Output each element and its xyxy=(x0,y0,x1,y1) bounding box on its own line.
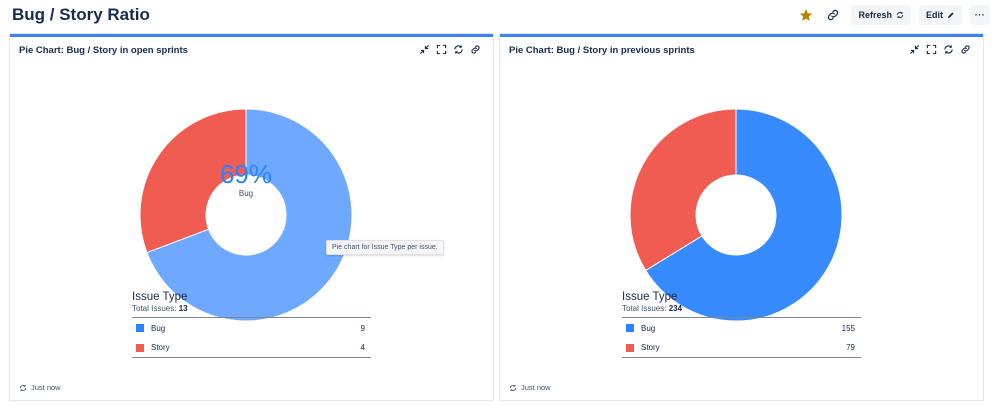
legend-item-label: Story xyxy=(641,343,660,352)
legend-item-bug[interactable]: Bug 155 xyxy=(622,318,861,338)
refresh-icon[interactable] xyxy=(943,44,954,55)
link-icon[interactable] xyxy=(960,44,971,55)
legend-item-story[interactable]: Story 79 xyxy=(622,338,861,358)
refresh-icon xyxy=(896,12,904,18)
last-refreshed-text: Just now xyxy=(521,383,551,392)
pie-slice-bug[interactable] xyxy=(644,108,843,322)
legend-item-label: Bug xyxy=(151,323,166,333)
legend-swatch xyxy=(626,324,634,332)
refresh-button[interactable]: Refresh xyxy=(851,5,911,25)
legend-item-count: 4 xyxy=(360,343,365,352)
total-value: 13 xyxy=(178,304,188,313)
legend-item-bug[interactable]: Bug 9 xyxy=(132,318,371,338)
page-title: Bug / Story Ratio xyxy=(12,5,150,24)
legend: Issue Type Total Issues: 234 Bug 155 Story… xyxy=(622,291,861,358)
minimize-icon[interactable] xyxy=(419,44,430,55)
total-value: 234 xyxy=(668,304,683,313)
total-issues: Total Issues: 13 xyxy=(132,304,371,313)
refresh-button-label: Refresh xyxy=(858,10,892,20)
pie-chart[interactable] xyxy=(500,34,983,400)
legend-item-label: Story xyxy=(151,343,170,352)
edit-button[interactable]: Edit xyxy=(919,5,962,25)
legend-swatch xyxy=(136,343,144,352)
legend-item-story[interactable]: Story 4 xyxy=(132,338,371,358)
legend-item-count: 155 xyxy=(841,323,855,333)
fullscreen-icon[interactable] xyxy=(926,44,937,55)
last-refreshed-text: Just now xyxy=(31,383,61,392)
legend-item-count: 9 xyxy=(360,323,365,333)
gadget-title: Pie Chart: Bug / Story in previous sprin… xyxy=(509,45,695,56)
pie-chart[interactable] xyxy=(10,34,493,400)
pie-slice-story[interactable] xyxy=(629,108,737,272)
chart-tooltip: Pie chart for Issue Type per issue. xyxy=(326,240,444,255)
link-icon[interactable] xyxy=(470,44,481,55)
legend-swatch xyxy=(136,324,144,332)
minimize-icon[interactable] xyxy=(909,44,920,55)
legend-item-count: 79 xyxy=(846,343,855,352)
last-refreshed: Just now xyxy=(509,383,551,392)
pencil-icon xyxy=(948,12,954,18)
legend-item-label: Bug xyxy=(641,323,656,333)
refresh-icon xyxy=(509,384,517,391)
legend-title: Issue Type xyxy=(622,291,678,303)
link-icon[interactable] xyxy=(823,5,843,25)
fullscreen-icon[interactable] xyxy=(436,44,447,55)
gadget-previous-sprints: Pie Chart: Bug / Story in previous sprin… xyxy=(500,34,983,400)
total-label: Total Issues: xyxy=(622,304,667,313)
pie-slice-bug[interactable] xyxy=(146,108,353,322)
refresh-icon xyxy=(19,384,27,391)
more-actions-button[interactable]: ··· xyxy=(970,5,990,25)
center-label: Bug xyxy=(238,189,254,198)
gadget-title: Pie Chart: Bug / Story in open sprints xyxy=(19,45,188,56)
center-percent: 69% xyxy=(219,159,273,189)
star-icon[interactable] xyxy=(797,6,815,24)
legend: Issue Type Total Issues: 13 Bug 9 Story 4 xyxy=(132,291,371,358)
edit-button-label: Edit xyxy=(926,10,943,20)
total-label: Total Issues: xyxy=(132,304,177,313)
legend-title: Issue Type xyxy=(132,291,188,303)
gadget-open-sprints: Pie Chart: Bug / Story in open sprints 6… xyxy=(10,34,493,400)
last-refreshed: Just now xyxy=(19,383,61,392)
header-actions: Refresh Edit ··· xyxy=(797,5,990,25)
legend-swatch xyxy=(626,343,634,352)
total-issues: Total Issues: 234 xyxy=(622,304,861,313)
pie-slice-story[interactable] xyxy=(139,108,247,254)
refresh-icon[interactable] xyxy=(453,44,464,55)
